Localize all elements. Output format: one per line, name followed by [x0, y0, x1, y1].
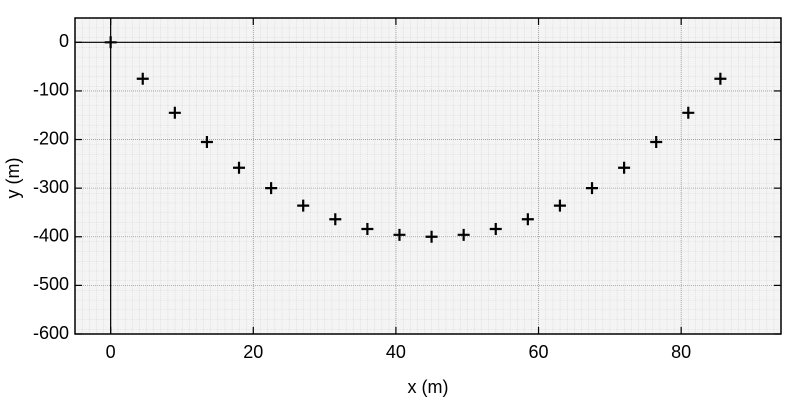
- plot-frame: [74, 17, 782, 335]
- point: [489, 222, 502, 235]
- x-axis-label: x (m): [408, 377, 449, 397]
- point: [521, 213, 534, 226]
- point: [682, 106, 695, 119]
- point: [168, 106, 181, 119]
- point: [361, 222, 374, 235]
- y-axis-label: y (m): [3, 158, 23, 199]
- y-tick-label: -300: [33, 177, 69, 197]
- point: [650, 135, 663, 148]
- x-tick-label: 0: [106, 342, 116, 362]
- point: [553, 199, 566, 212]
- y-tick-label: 0: [59, 31, 69, 51]
- y-tick-label: -600: [33, 323, 69, 343]
- x-tick-label: 20: [243, 342, 263, 362]
- point: [233, 161, 246, 174]
- point: [329, 213, 342, 226]
- x-tick-label: 60: [529, 342, 549, 362]
- point: [265, 182, 278, 195]
- x-tick-label: 40: [386, 342, 406, 362]
- point: [104, 36, 117, 49]
- minor-grid: [75, 18, 781, 334]
- x-tick-label: 80: [671, 342, 691, 362]
- y-tick-label: -200: [33, 128, 69, 148]
- point: [393, 228, 406, 241]
- point: [200, 135, 213, 148]
- point: [425, 230, 438, 243]
- point: [714, 72, 727, 85]
- y-tick-label: -100: [33, 80, 69, 100]
- point: [618, 161, 631, 174]
- point: [297, 199, 310, 212]
- point: [136, 72, 149, 85]
- y-tick-label: -500: [33, 274, 69, 294]
- y-tick-label: -400: [33, 226, 69, 246]
- point: [586, 182, 599, 195]
- point: [457, 228, 470, 241]
